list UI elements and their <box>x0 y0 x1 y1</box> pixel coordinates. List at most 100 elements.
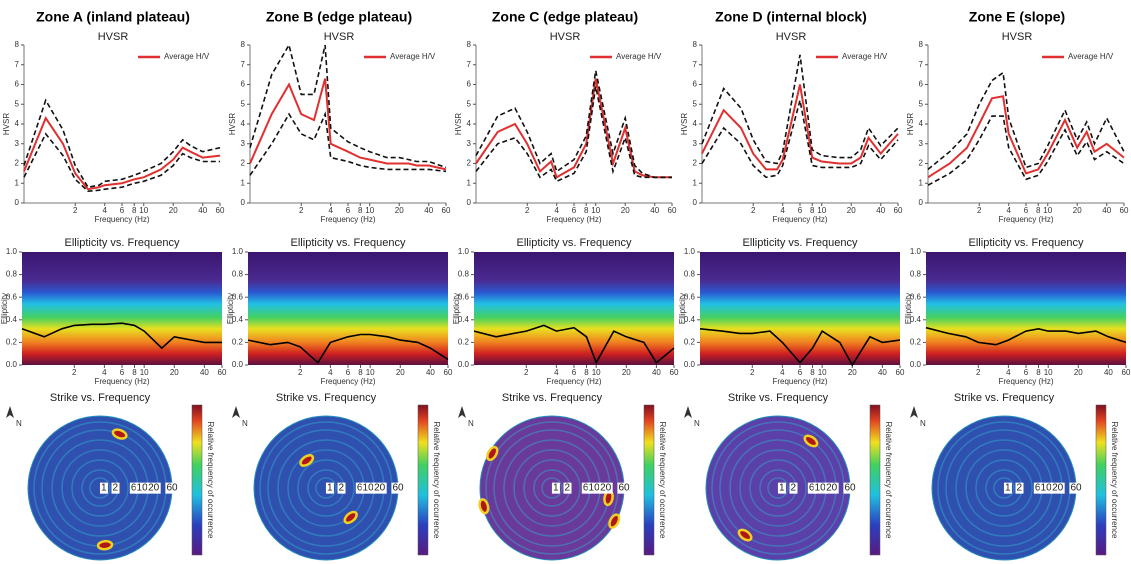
x-tick-label: 4 <box>103 206 108 215</box>
x-tick-label: 2 <box>298 368 303 377</box>
y-tick-label: 0.8 <box>6 270 18 279</box>
y-tick-label: 4 <box>15 119 20 128</box>
y-tick-label: 6 <box>241 80 246 89</box>
y-tick-label: 0 <box>919 198 924 207</box>
x-tick-label: 8 <box>358 206 363 215</box>
y-axis-label: Ellipticity <box>904 293 913 324</box>
y-tick-label: 1.0 <box>684 247 696 256</box>
x-tick-label: 4 <box>781 206 786 215</box>
legend-label: Average H/V <box>164 52 210 61</box>
bound-line <box>927 115 1125 186</box>
chart-title: Strike vs. Frequency <box>50 392 151 404</box>
y-tick-label: 6 <box>919 80 924 89</box>
y-tick-label: 0.2 <box>910 338 922 347</box>
polar-ring <box>767 477 789 499</box>
y-tick-label: 3 <box>241 139 246 148</box>
bound-line <box>23 132 220 193</box>
x-tick-label: 8 <box>810 206 815 215</box>
colorbar-label: Relative frequency of occurrence <box>1110 422 1119 540</box>
bound-line <box>701 100 899 179</box>
y-tick-label: 1 <box>693 178 698 187</box>
x-tick-label: 6 <box>1024 206 1029 215</box>
average-line <box>23 115 221 191</box>
y-axis-label: Ellipticity <box>226 293 235 324</box>
y-tick-label: 3 <box>467 139 472 148</box>
average-line <box>475 78 672 179</box>
hotspot <box>486 445 499 462</box>
bound-line <box>475 70 672 179</box>
x-axis-label: Frequency (Hz) <box>94 215 149 224</box>
chart-title: HVSR <box>550 31 581 43</box>
r-tick-label: 2 <box>564 483 570 494</box>
x-tick-label: 8 <box>1036 368 1041 377</box>
x-axis-label: Frequency (Hz) <box>772 215 827 224</box>
r-tick-bg <box>789 482 798 494</box>
r-tick-bg <box>617 482 631 494</box>
x-axis-label: Frequency (Hz) <box>998 377 1053 386</box>
polar-ring <box>297 459 355 517</box>
x-tick-label: 60 <box>1122 368 1131 377</box>
ellipticity-line <box>247 333 449 364</box>
x-tick-label: 8 <box>1036 206 1041 215</box>
x-tick-label: 6 <box>572 368 577 377</box>
y-tick-label: 5 <box>693 99 698 108</box>
y-tick-label: 2 <box>467 159 472 168</box>
zone-title: Zone D (internal block) <box>715 9 867 25</box>
r-tick-bg <box>1069 482 1083 494</box>
y-tick-label: 7 <box>919 60 924 69</box>
x-tick-label: 40 <box>200 368 209 377</box>
y-tick-label: 8 <box>467 40 472 49</box>
r-tick-label: 2 <box>338 483 344 494</box>
x-tick-label: 40 <box>198 206 207 215</box>
r-tick-label: 60 <box>166 483 178 494</box>
x-tick-label: 10 <box>366 368 375 377</box>
r-tick-label: 10 <box>1041 483 1053 494</box>
polar-ring <box>315 477 337 499</box>
x-tick-label: 2 <box>976 368 981 377</box>
r-tick-label: 6 <box>1035 483 1041 494</box>
y-tick-label: 1.0 <box>910 247 922 256</box>
chart-title: Strike vs. Frequency <box>954 392 1055 404</box>
y-tick-label: 3 <box>693 139 698 148</box>
x-tick-label: 20 <box>1073 206 1082 215</box>
average-line <box>927 95 1125 179</box>
x-tick-label: 20 <box>396 368 405 377</box>
x-tick-label: 6 <box>1024 368 1029 377</box>
y-tick-label: 5 <box>919 99 924 108</box>
x-tick-label: 40 <box>1104 368 1113 377</box>
north-arrow <box>684 406 692 418</box>
y-tick-label: 4 <box>919 119 924 128</box>
x-tick-label: 10 <box>1044 368 1053 377</box>
hotspot <box>111 428 128 440</box>
r-tick-bg <box>373 482 387 494</box>
chart-title: HVSR <box>776 31 807 43</box>
y-axis-label: HVSR <box>2 113 11 135</box>
x-tick-label: 60 <box>442 206 451 215</box>
r-tick-label: 2 <box>1016 483 1022 494</box>
colorbar <box>191 404 203 556</box>
x-tick-label: 60 <box>896 368 905 377</box>
x-tick-label: 60 <box>668 206 677 215</box>
r-tick-label: 6 <box>583 483 589 494</box>
r-tick-label: 60 <box>618 483 630 494</box>
r-tick-bg <box>135 482 150 494</box>
x-tick-label: 10 <box>592 368 601 377</box>
polar-ring <box>975 459 1033 517</box>
x-tick-label: 20 <box>621 206 630 215</box>
x-tick-label: 60 <box>894 206 903 215</box>
x-tick-label: 20 <box>170 368 179 377</box>
y-tick-label: 0.4 <box>232 315 244 324</box>
north-arrow <box>6 406 14 418</box>
y-axis-label: HVSR <box>228 113 237 135</box>
x-tick-label: 10 <box>139 206 148 215</box>
r-tick-bg <box>391 482 405 494</box>
bound-line <box>249 42 447 169</box>
y-axis-label: HVSR <box>454 113 463 135</box>
y-tick-label: 1.0 <box>6 247 18 256</box>
r-tick-label: 1 <box>327 483 333 494</box>
r-tick-label: 60 <box>844 483 856 494</box>
x-tick-label: 40 <box>426 368 435 377</box>
y-tick-label: 6 <box>693 80 698 89</box>
r-tick-bg <box>1033 482 1042 494</box>
r-tick-bg <box>1003 482 1012 494</box>
